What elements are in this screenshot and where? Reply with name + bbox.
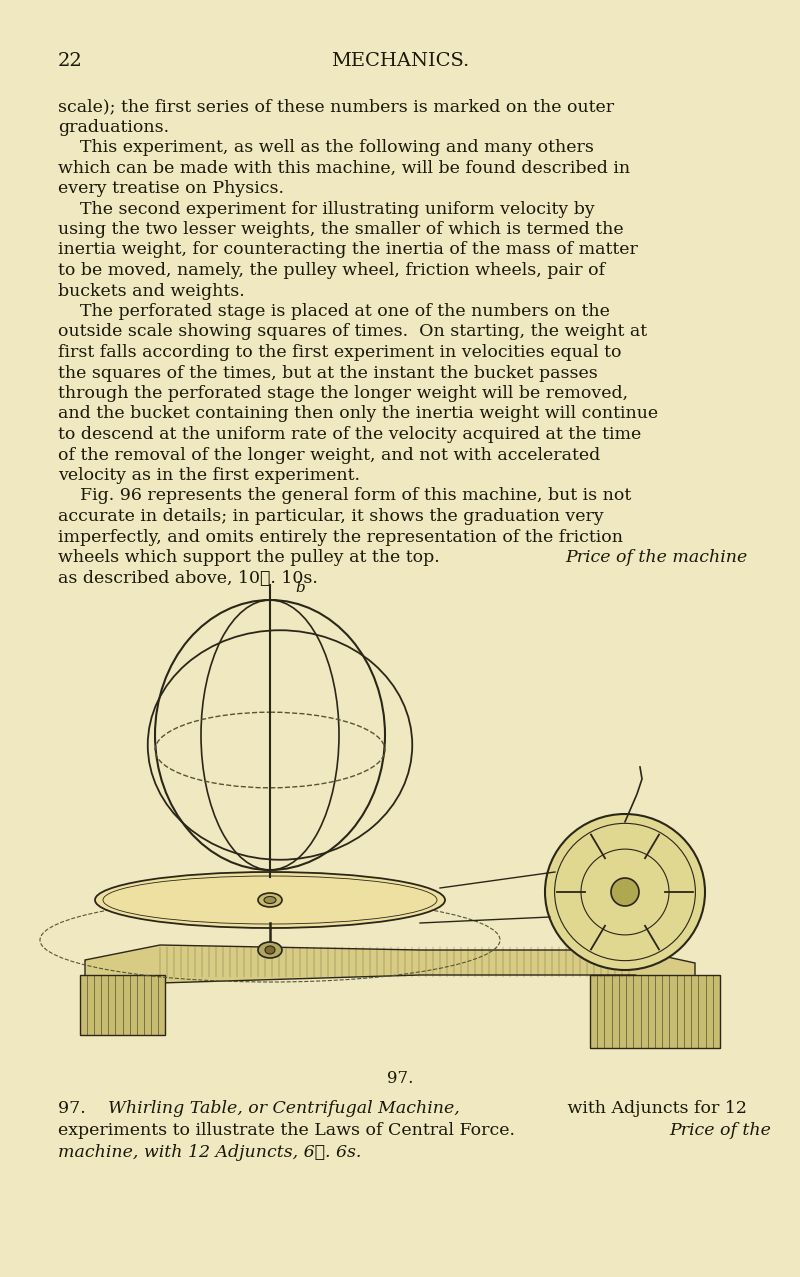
Text: with Adjuncts for 12: with Adjuncts for 12 <box>562 1099 747 1117</box>
Text: using the two lesser weights, the smaller of which is termed the: using the two lesser weights, the smalle… <box>58 221 624 238</box>
Text: machine, with 12 Adjuncts, 6ℓ. 6s.: machine, with 12 Adjuncts, 6ℓ. 6s. <box>58 1144 362 1161</box>
Text: to descend at the uniform rate of the velocity acquired at the time: to descend at the uniform rate of the ve… <box>58 427 642 443</box>
Ellipse shape <box>258 942 282 958</box>
Text: of the removal of the longer weight, and not with accelerated: of the removal of the longer weight, and… <box>58 447 600 464</box>
Text: every treatise on Physics.: every treatise on Physics. <box>58 180 284 197</box>
Text: Price of the machine: Price of the machine <box>565 549 747 566</box>
Text: and the bucket containing then only the inertia weight will continue: and the bucket containing then only the … <box>58 406 658 423</box>
Text: imperfectly, and omits entirely the representation of the friction: imperfectly, and omits entirely the repr… <box>58 529 623 545</box>
Text: to be moved, namely, the pulley wheel, friction wheels, pair of: to be moved, namely, the pulley wheel, f… <box>58 262 605 278</box>
Text: scale); the first series of these numbers is marked on the outer: scale); the first series of these number… <box>58 98 614 115</box>
Text: 97.: 97. <box>58 1099 97 1117</box>
Text: The perforated stage is placed at one of the numbers on the: The perforated stage is placed at one of… <box>58 303 610 321</box>
Polygon shape <box>85 945 695 995</box>
Text: a: a <box>310 888 319 902</box>
Text: wheels which support the pulley at the top.: wheels which support the pulley at the t… <box>58 549 450 566</box>
FancyBboxPatch shape <box>590 976 720 1048</box>
Text: which can be made with this machine, will be found described in: which can be made with this machine, wil… <box>58 160 630 176</box>
Text: b: b <box>295 581 305 595</box>
Text: Whirling Table, or Centrifugal Machine,: Whirling Table, or Centrifugal Machine, <box>108 1099 460 1117</box>
Text: velocity as in the first experiment.: velocity as in the first experiment. <box>58 467 360 484</box>
Text: This experiment, as well as the following and many others: This experiment, as well as the followin… <box>58 139 594 156</box>
Text: inertia weight, for counteracting the inertia of the mass of matter: inertia weight, for counteracting the in… <box>58 241 638 258</box>
Text: accurate in details; in particular, it shows the graduation very: accurate in details; in particular, it s… <box>58 508 604 525</box>
Text: through the perforated stage the longer weight will be removed,: through the perforated stage the longer … <box>58 384 628 402</box>
Ellipse shape <box>264 896 276 904</box>
Text: MECHANICS.: MECHANICS. <box>331 52 469 70</box>
FancyBboxPatch shape <box>80 976 165 1034</box>
Text: experiments to illustrate the Laws of Central Force.: experiments to illustrate the Laws of Ce… <box>58 1122 531 1139</box>
Ellipse shape <box>611 879 639 905</box>
Text: Fig. 96 represents the general form of this machine, but is not: Fig. 96 represents the general form of t… <box>58 488 631 504</box>
Ellipse shape <box>95 872 445 928</box>
Text: The second experiment for illustrating uniform velocity by: The second experiment for illustrating u… <box>58 200 594 217</box>
Text: 22: 22 <box>58 52 82 70</box>
Text: Price of the: Price of the <box>669 1122 771 1139</box>
Ellipse shape <box>545 813 705 971</box>
Text: buckets and weights.: buckets and weights. <box>58 282 245 300</box>
Text: as described above, 10ℓ. 10s.: as described above, 10ℓ. 10s. <box>58 570 318 586</box>
Text: outside scale showing squares of times.  On starting, the weight at: outside scale showing squares of times. … <box>58 323 647 341</box>
Ellipse shape <box>258 893 282 907</box>
Text: graduations.: graduations. <box>58 119 169 135</box>
Text: the squares of the times, but at the instant the bucket passes: the squares of the times, but at the ins… <box>58 364 598 382</box>
Text: first falls according to the first experiment in velocities equal to: first falls according to the first exper… <box>58 344 622 361</box>
Ellipse shape <box>265 946 275 954</box>
Text: 97.: 97. <box>387 1070 413 1087</box>
